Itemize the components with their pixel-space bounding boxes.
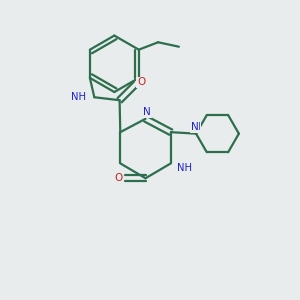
Text: O: O (114, 173, 122, 183)
Text: N: N (193, 122, 200, 132)
Text: NH: NH (177, 163, 192, 173)
Text: N: N (143, 107, 151, 117)
Text: N: N (191, 122, 199, 132)
Text: O: O (137, 77, 146, 87)
Text: NH: NH (71, 92, 86, 102)
